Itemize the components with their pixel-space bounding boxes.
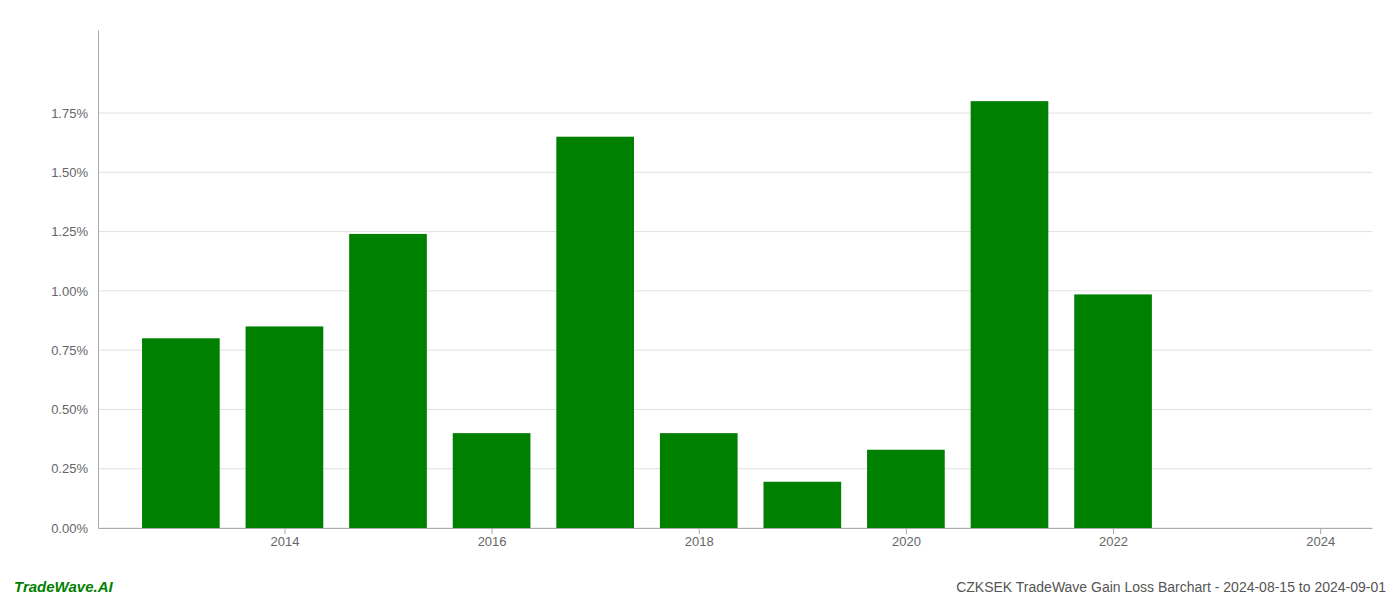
x-tick-label: 2020 <box>892 534 921 549</box>
y-tick: 1.25% <box>51 224 98 239</box>
y-tick: 1.50% <box>51 165 98 180</box>
y-tick: 0.00% <box>51 521 98 536</box>
bar <box>453 433 531 528</box>
x-tick-mark <box>492 528 493 534</box>
x-tick: 2020 <box>892 528 921 549</box>
x-tick: 2016 <box>478 528 507 549</box>
y-tick: 1.00% <box>51 284 98 299</box>
title: CZKSEK TradeWave Gain Loss Barchart - 20… <box>956 579 1386 595</box>
y-tick-label: 0.25% <box>51 461 88 476</box>
chart-svg: 0.00% 0.25% 0.50% 0.75% 1.00% 1.25% 1.50% 1.75%… <box>0 0 1400 600</box>
y-tick: 0.75% <box>51 343 98 358</box>
x-tick-mark <box>284 528 285 534</box>
y-tick: 0.25% <box>51 461 98 476</box>
grid-line <box>98 113 1372 114</box>
bar <box>971 101 1049 528</box>
bars <box>142 101 1152 528</box>
bar <box>1178 528 1256 529</box>
x-tick-mark <box>1320 528 1321 534</box>
bar <box>1074 294 1152 528</box>
y-tick: 0.50% <box>51 402 98 417</box>
grid-line <box>98 172 1372 173</box>
grid-line <box>98 290 1372 291</box>
y-tick-label: 1.50% <box>51 165 88 180</box>
x-tick-mark <box>1113 528 1114 534</box>
bar <box>867 450 945 528</box>
x-tick-label: 2022 <box>1099 534 1128 549</box>
grid <box>98 113 1372 528</box>
x-tick: 2024 <box>1306 528 1335 549</box>
x-tick-label: 2014 <box>270 534 299 549</box>
chart-container: 0.00% 0.25% 0.50% 0.75% 1.00% 1.25% 1.50% 1.75%… <box>0 0 1400 600</box>
x-tick-label: 2016 <box>478 534 507 549</box>
bar <box>246 326 324 528</box>
y-tick-label: 0.00% <box>51 521 88 536</box>
bar <box>349 234 427 528</box>
x-tick: 2022 <box>1099 528 1128 549</box>
watermark: TradeWave.AI <box>14 578 113 595</box>
x-tick-mark <box>699 528 700 534</box>
x-tick-label: 2018 <box>685 534 714 549</box>
y-tick-label: 1.25% <box>51 224 88 239</box>
x-tick: 2018 <box>685 528 714 549</box>
bar <box>556 137 634 528</box>
x-tick-label: 2024 <box>1306 534 1335 549</box>
x-tick: 2014 <box>270 528 299 549</box>
x-axis-line <box>99 528 1373 529</box>
bar <box>660 433 738 528</box>
y-tick: 1.75% <box>51 106 98 121</box>
y-tick-label: 1.00% <box>51 284 88 299</box>
y-axis-line <box>98 31 99 529</box>
y-tick-label: 1.75% <box>51 106 88 121</box>
x-axis: 2014 2016 2018 2020 2022 2024 <box>99 528 1373 549</box>
y-axis: 0.00% 0.25% 0.50% 0.75% 1.00% 1.25% 1.50% 1.75% <box>51 31 98 536</box>
bar <box>142 338 220 528</box>
y-tick-label: 0.75% <box>51 343 88 358</box>
y-tick-label: 0.50% <box>51 402 88 417</box>
bar <box>763 482 841 528</box>
x-tick-mark <box>906 528 907 534</box>
grid-line <box>98 231 1372 232</box>
